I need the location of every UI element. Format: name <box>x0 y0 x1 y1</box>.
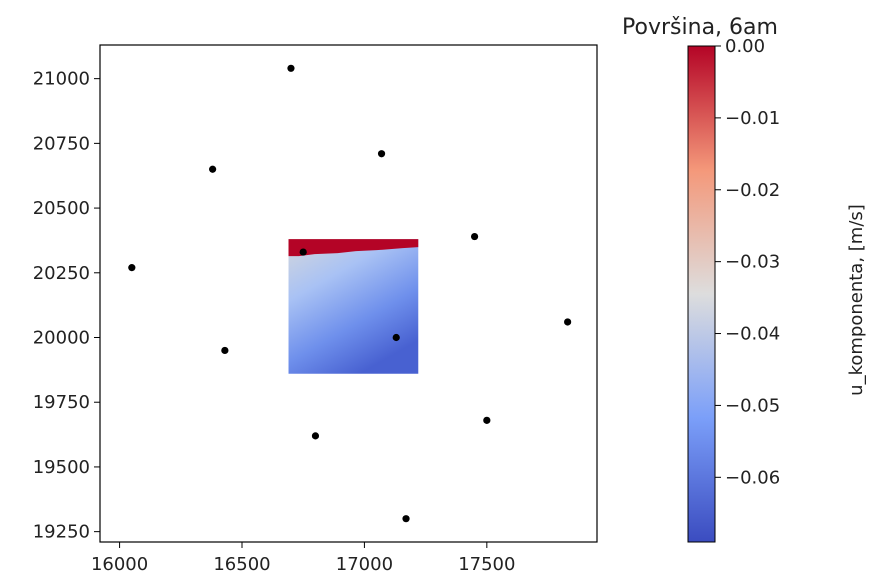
y-tick-label: 20000 <box>33 328 90 349</box>
x-tick-label: 16000 <box>91 554 148 575</box>
scatter-point <box>311 432 320 440</box>
y-tick-label: 19500 <box>33 457 90 478</box>
colorbar <box>687 45 716 543</box>
scatter-point <box>564 318 572 326</box>
x-axis: 16000 16500 17000 17500 <box>91 542 515 575</box>
scatter-point <box>470 232 479 241</box>
heatmap <box>288 239 419 374</box>
colorbar-tick-label: −0.04 <box>725 324 780 345</box>
scatter-point <box>392 333 400 342</box>
chart-title: Površina, 6am <box>622 15 778 40</box>
colorbar-tick-label: −0.01 <box>725 108 780 129</box>
colorbar-tick-label: −0.06 <box>725 467 780 488</box>
colorbar-tick-label: −0.03 <box>725 252 780 273</box>
scatter-point <box>299 248 307 256</box>
heatmap-field <box>288 239 419 374</box>
x-tick-label: 17000 <box>336 554 393 575</box>
scatter-point <box>402 515 410 523</box>
scatter-point <box>377 150 386 158</box>
y-tick-label: 19750 <box>33 392 90 413</box>
plot-area-frame <box>99 44 598 543</box>
x-tick-label: 17500 <box>458 554 515 575</box>
y-tick-label: 19250 <box>33 522 90 543</box>
y-tick-label: 20750 <box>33 133 90 154</box>
heatmap-high-band <box>288 239 419 257</box>
scatter-point <box>128 264 136 272</box>
y-axis: 19250 19500 19750 20000 20250 20500 20750 21000 <box>33 69 100 543</box>
scatter-point <box>287 64 295 72</box>
colorbar-tick-label: −0.05 <box>725 395 780 416</box>
scatter-points <box>128 64 572 523</box>
y-tick-label: 20500 <box>33 198 90 219</box>
x-tick-label: 16500 <box>213 554 270 575</box>
y-tick-label: 21000 <box>33 69 90 90</box>
colorbar-tick-label: −0.02 <box>725 180 780 201</box>
y-tick-label: 20250 <box>33 263 90 284</box>
colorbar-tick-label: 0.00 <box>725 36 765 57</box>
scatter-point <box>221 346 229 355</box>
colorbar-axis: 0.00 −0.01 −0.02 −0.03 −0.04 −0.05 −0.06 <box>715 36 780 488</box>
scatter-point <box>483 416 491 424</box>
scatter-point <box>209 165 217 173</box>
colorbar-label: u_komponenta, [m/s] <box>846 204 867 396</box>
